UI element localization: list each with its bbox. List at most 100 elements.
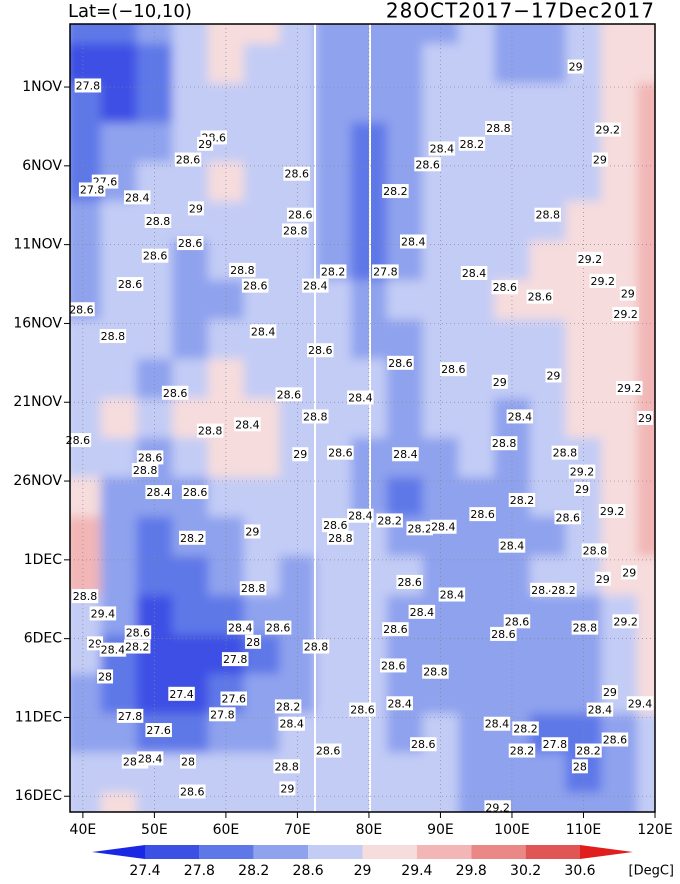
field-cell	[100, 122, 138, 163]
contour-label: 28.4	[483, 716, 511, 731]
contour-label-bg	[386, 696, 413, 711]
contour-label-bg	[197, 136, 214, 151]
contour-label-text: 28.8	[303, 410, 328, 423]
chart-subtitle: 28OCT2017−17Dec2017	[386, 0, 655, 23]
field-cell	[458, 437, 495, 478]
contour-label-bg	[131, 463, 159, 478]
contour-label-bg	[249, 324, 277, 339]
contour-label-bg	[145, 485, 172, 500]
contour-label: 29	[567, 59, 584, 74]
contour-label-bg	[430, 519, 457, 534]
field-cell	[494, 319, 531, 360]
contour-label-bg	[319, 264, 347, 279]
contour-label-text: 28.8	[230, 264, 255, 277]
contour-label: 28.6	[116, 277, 144, 292]
field-cell	[315, 477, 352, 517]
contour-label-text: 27.4	[169, 688, 194, 701]
contour-label-bg	[141, 248, 169, 263]
contour-label: 29.2	[589, 273, 617, 288]
plot-frame	[69, 23, 656, 813]
contour-label-bg	[526, 289, 554, 304]
contour-label: 28	[180, 754, 197, 769]
field-cell	[386, 122, 424, 163]
field-cell	[637, 516, 655, 557]
contour-label-text: 28.2	[377, 514, 402, 527]
contour-label-bg	[382, 622, 409, 637]
field-cell	[386, 83, 424, 123]
contour-label-text: 28.6	[411, 738, 436, 751]
contour-label-text: 28.2	[460, 138, 485, 151]
field-cell	[208, 43, 245, 84]
field-cell	[386, 43, 424, 84]
contour-label-text: 28.2	[513, 722, 538, 735]
contour-label: 28.8	[581, 543, 609, 558]
contour-label: 28.4	[586, 702, 614, 717]
field-cell	[637, 83, 655, 123]
field-cell	[172, 437, 209, 478]
colorbar: 27.4 27.8 28.2 28.6 29 29.4 29.8 30.2 30.6 [DegC]	[92, 845, 674, 879]
field-cell	[70, 122, 102, 163]
contour-label-bg	[406, 521, 433, 536]
contour-label: 28.6	[414, 157, 441, 172]
field-cell	[315, 122, 352, 163]
field-cell	[458, 201, 495, 242]
field-cell	[565, 24, 602, 45]
contour-label-bg	[626, 696, 654, 711]
contour-label: 28.8	[99, 329, 127, 344]
field-cell	[529, 122, 567, 163]
contour-label: 28.2	[512, 721, 539, 736]
contour-label: 28.2	[406, 521, 433, 536]
contour-label-bg	[410, 737, 437, 752]
contour-label: 28.6	[68, 302, 95, 317]
y-tick-label: 11NOV	[13, 237, 62, 253]
contour-label: 28.2	[274, 699, 302, 714]
contour-label-bg	[220, 691, 248, 706]
field-cell	[208, 792, 245, 812]
contour-label-text: 28.6	[383, 623, 408, 636]
contour-label: 28.8	[422, 664, 449, 679]
contour-label: 29.2	[612, 614, 639, 629]
contour-label-text: 28.4	[387, 697, 412, 710]
field-cell	[172, 83, 209, 123]
field-cell	[243, 437, 281, 478]
contour-label-bg	[116, 708, 144, 723]
field-cell	[315, 555, 352, 596]
contour-label: 27.8	[372, 264, 399, 279]
contour-label-bg	[282, 223, 309, 238]
field-cell	[637, 201, 655, 242]
contour-label-text: 29	[546, 369, 560, 382]
contour-label-text: 28.8	[133, 464, 158, 477]
contour-label-bg	[376, 513, 403, 528]
field-cell	[279, 24, 316, 45]
contour-label: 28.2	[319, 264, 347, 279]
contour-label-bg	[168, 686, 195, 701]
field-cell	[529, 398, 567, 439]
contour-label-bg	[512, 721, 539, 736]
field-cell	[494, 83, 531, 123]
field-cell	[494, 201, 531, 242]
field-cell	[601, 634, 638, 675]
contour-label-bg	[123, 639, 151, 654]
contour-label: 29	[591, 152, 608, 167]
field-cell	[422, 43, 459, 84]
contour-label-text: 27.6	[222, 693, 247, 706]
field-cell	[279, 555, 316, 596]
contour-label-bg	[71, 589, 99, 604]
contour-label-bg	[598, 503, 626, 518]
contour-label-text: 28.4	[279, 718, 304, 731]
contour-label-text: 29	[245, 525, 259, 538]
colorbar-label: 28.6	[293, 863, 324, 879]
colorbar-box	[308, 845, 363, 859]
contour-label-bg	[490, 626, 517, 641]
field-cell	[208, 83, 245, 123]
contour-label-text: 28.4	[125, 191, 150, 204]
field-cell	[208, 161, 245, 202]
contour-label: 28.6	[410, 737, 437, 752]
contour-label: 28.6	[396, 574, 423, 589]
contour-label-text: 28.4	[485, 718, 510, 731]
contour-label-bg	[209, 707, 236, 722]
field-cell	[422, 201, 459, 242]
contour-label-text: 29	[198, 138, 212, 151]
contour-label-text: 28.8	[241, 582, 266, 595]
contour-label-text: 28.4	[146, 486, 171, 499]
